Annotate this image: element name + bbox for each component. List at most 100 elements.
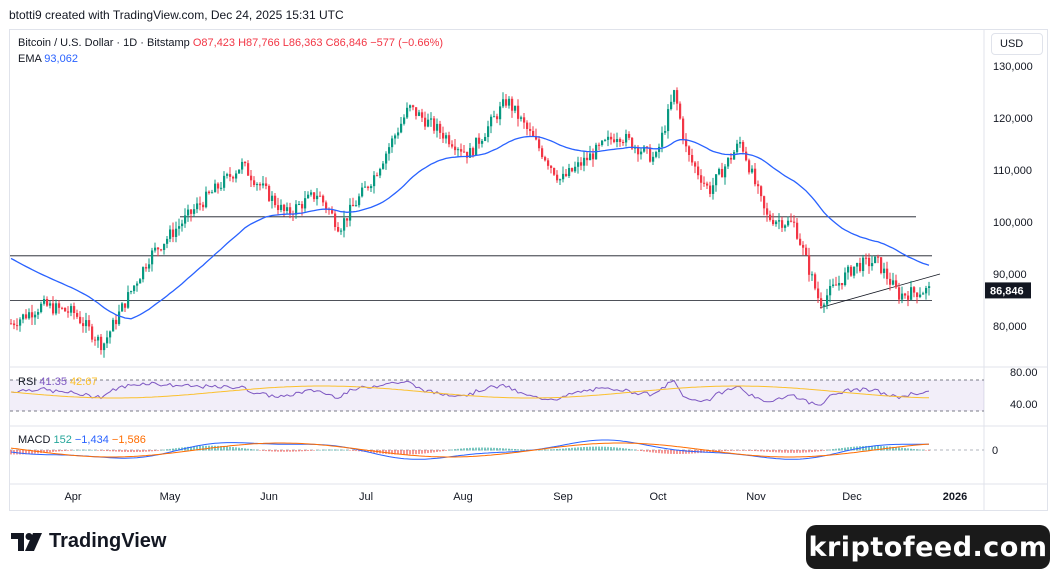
macd-histogram-bar: [562, 448, 564, 451]
candle-body: [385, 153, 388, 164]
candle-body: [553, 168, 556, 175]
macd-histogram-bar: [898, 447, 900, 451]
macd-histogram-bar: [400, 450, 402, 455]
candle-body: [910, 287, 913, 300]
macd-histogram-bar: [142, 450, 144, 452]
candle-body: [475, 137, 478, 156]
ema-value: 93,062: [44, 53, 78, 65]
candle-body: [772, 219, 775, 225]
macd-histogram-bar: [148, 450, 150, 452]
candle-body: [619, 139, 622, 142]
macd-histogram-bar: [877, 445, 879, 451]
candle-body: [637, 146, 640, 155]
price-tick-label: 120,000: [993, 113, 1033, 125]
macd-histogram-bar: [22, 450, 24, 455]
candle-body: [184, 215, 187, 224]
candle-body: [196, 203, 199, 210]
candle-body: [103, 343, 106, 351]
candle-body: [85, 320, 88, 327]
candle-body: [733, 152, 736, 160]
candle-body: [565, 173, 568, 177]
candle-body: [532, 130, 535, 137]
candle-body: [628, 133, 631, 138]
macd-histogram-bar: [475, 447, 477, 451]
candle-body: [415, 107, 418, 116]
macd-histogram-bar: [904, 448, 906, 451]
candle-body: [658, 146, 661, 153]
macd-histogram-bar: [550, 449, 552, 451]
macd-histogram-bar: [196, 446, 198, 451]
candle-body: [436, 123, 439, 131]
macd-histogram-bar: [802, 450, 804, 453]
ema-label: EMA: [18, 53, 42, 65]
candle-body: [178, 226, 181, 229]
candle-body: [895, 280, 898, 288]
candle-body: [736, 143, 739, 153]
rsi-tick-label: 80.00: [1010, 367, 1038, 379]
macd-histogram-bar: [727, 450, 729, 451]
candle-body: [142, 267, 145, 280]
macd-histogram-bar: [628, 448, 630, 451]
macd-histogram-bar: [421, 450, 423, 454]
candle-body: [589, 153, 592, 161]
macd-histogram-bar: [526, 449, 528, 451]
macd-histogram-bar: [730, 450, 732, 451]
price-tick-label: 130,000: [993, 61, 1033, 73]
candle-body: [463, 151, 466, 153]
candle-body: [592, 153, 595, 160]
candle-body: [211, 192, 214, 194]
candle-body: [535, 136, 538, 140]
macd-histogram-bar: [223, 446, 225, 451]
candle-body: [757, 184, 760, 187]
candle-body: [319, 195, 322, 197]
macd-histogram-bar: [175, 448, 177, 451]
rsi-value: 41.35: [39, 376, 67, 388]
candle-body: [580, 162, 583, 166]
candle-body: [295, 204, 298, 215]
macd-histogram-bar: [292, 450, 294, 452]
candle-body: [361, 187, 364, 197]
candle-body: [322, 195, 325, 203]
candle-body: [448, 135, 451, 145]
candle-body: [136, 283, 139, 286]
macd-histogram-bar: [499, 448, 501, 451]
candle-body: [265, 183, 268, 187]
macd-legend: MACD 152 −1,434 −1,586: [18, 434, 146, 446]
candle-body: [352, 204, 355, 207]
currency-button[interactable]: USD: [991, 33, 1043, 55]
macd-histogram-bar: [334, 449, 336, 451]
candle-body: [115, 319, 118, 325]
candle-body: [661, 132, 664, 147]
candle-body: [508, 98, 511, 106]
candle-body: [829, 285, 832, 296]
candle-body: [682, 118, 685, 140]
macd-histogram-bar: [91, 449, 93, 451]
candle-body: [433, 118, 436, 131]
macd-histogram-bar: [808, 450, 810, 453]
macd-histogram-bar: [307, 450, 309, 451]
candle-body: [544, 157, 547, 161]
macd-histogram-bar: [652, 450, 654, 453]
macd-histogram-bar: [496, 447, 498, 451]
macd-histogram-bar: [754, 450, 756, 452]
macd-histogram-bar: [268, 450, 270, 452]
candle-body: [703, 182, 706, 184]
candle-body: [655, 152, 658, 157]
candle-body: [652, 156, 655, 162]
symbol-name: Bitcoin / U.S. Dollar · 1D · Bitstamp: [18, 37, 190, 49]
macd-histogram-bar: [811, 450, 813, 453]
chart-attribution: btotti9 created with TradingView.com, De…: [9, 8, 344, 22]
rsi-line: [10, 379, 930, 406]
candle-body: [460, 149, 463, 152]
tradingview-logo[interactable]: TradingView: [11, 530, 166, 553]
candle-body: [778, 220, 781, 222]
candle-body: [712, 185, 715, 194]
macd-histogram-bar: [487, 447, 489, 451]
macd-histogram-bar: [385, 450, 387, 454]
macd-histogram-bar: [265, 450, 267, 452]
macd-histogram-bar: [541, 449, 543, 451]
macd-histogram-bar: [478, 447, 480, 451]
candle-body: [172, 229, 175, 237]
candle-body: [766, 208, 769, 215]
